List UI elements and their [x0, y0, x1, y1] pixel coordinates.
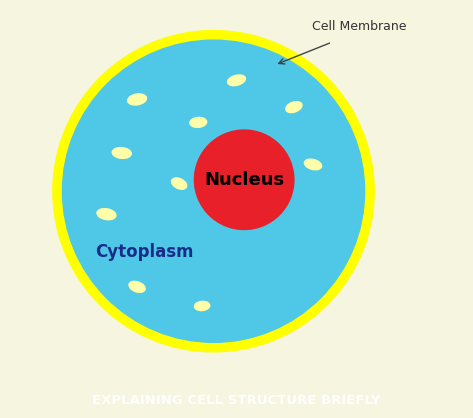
Text: Cell Membrane: Cell Membrane — [312, 20, 406, 33]
Circle shape — [194, 130, 294, 229]
Ellipse shape — [190, 117, 207, 127]
Circle shape — [62, 40, 365, 342]
Ellipse shape — [194, 301, 210, 311]
Ellipse shape — [129, 281, 145, 292]
Ellipse shape — [112, 148, 131, 158]
Ellipse shape — [172, 178, 187, 189]
Circle shape — [53, 31, 374, 352]
Text: EXPLAINING CELL STRUCTURE BRIEFLY: EXPLAINING CELL STRUCTURE BRIEFLY — [92, 394, 381, 407]
Ellipse shape — [228, 75, 245, 86]
Text: Nucleus: Nucleus — [204, 171, 284, 189]
Ellipse shape — [128, 94, 147, 105]
Ellipse shape — [286, 102, 302, 112]
Ellipse shape — [305, 159, 322, 170]
Text: Cytoplasm: Cytoplasm — [96, 243, 194, 261]
Ellipse shape — [97, 209, 116, 220]
